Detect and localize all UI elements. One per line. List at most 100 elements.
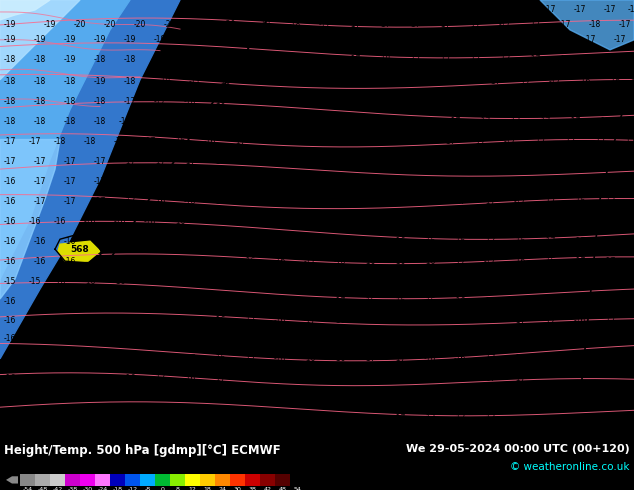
Text: -19: -19 — [184, 35, 196, 45]
Text: -16: -16 — [609, 77, 621, 86]
Text: -16: -16 — [124, 317, 136, 325]
Text: -16: -16 — [4, 237, 16, 245]
Text: -16: -16 — [154, 257, 166, 266]
Text: -16: -16 — [484, 317, 496, 325]
Text: -16: -16 — [184, 296, 196, 305]
Text: -17: -17 — [529, 55, 541, 64]
Text: 18: 18 — [204, 487, 211, 490]
Text: -17: -17 — [604, 5, 616, 15]
Text: -16: -16 — [628, 117, 634, 126]
Text: -17: -17 — [334, 414, 346, 423]
Text: -17: -17 — [514, 5, 526, 15]
Text: -16: -16 — [144, 276, 156, 286]
Text: -16: -16 — [214, 334, 226, 343]
Bar — [80, 474, 95, 486]
Text: -19: -19 — [34, 35, 46, 45]
Text: -17: -17 — [378, 21, 391, 29]
Text: -19: -19 — [124, 35, 136, 45]
Text: -17: -17 — [484, 97, 496, 106]
Text: -17: -17 — [364, 414, 376, 423]
Text: -17: -17 — [584, 35, 596, 45]
Text: -16: -16 — [274, 177, 286, 186]
Text: -17: -17 — [604, 354, 616, 363]
Text: -17: -17 — [544, 5, 556, 15]
Text: -17: -17 — [454, 257, 466, 266]
Text: -17: -17 — [529, 21, 541, 29]
Text: -17: -17 — [34, 177, 46, 186]
Text: -16: -16 — [424, 374, 436, 383]
Text: -18: -18 — [34, 117, 46, 126]
Text: -20: -20 — [224, 21, 236, 29]
Text: -16: -16 — [4, 414, 16, 423]
Text: -16: -16 — [4, 217, 16, 226]
Text: -17: -17 — [394, 354, 406, 363]
Text: -17: -17 — [484, 414, 496, 423]
Text: -16: -16 — [394, 334, 406, 343]
Text: -17: -17 — [559, 21, 571, 29]
Text: -17: -17 — [474, 137, 486, 146]
Text: -18: -18 — [124, 77, 136, 86]
Text: -17: -17 — [279, 77, 291, 86]
Text: -16: -16 — [304, 197, 316, 206]
Text: -17: -17 — [349, 21, 361, 29]
Text: -16: -16 — [364, 177, 376, 186]
Text: -16: -16 — [334, 257, 346, 266]
Text: -16: -16 — [4, 257, 16, 266]
Text: -16: -16 — [94, 414, 106, 423]
Text: -16: -16 — [304, 237, 316, 245]
Text: -16: -16 — [334, 334, 346, 343]
Text: -16: -16 — [29, 217, 41, 226]
Text: -17: -17 — [564, 276, 576, 286]
Text: -16: -16 — [364, 157, 376, 166]
Text: -17: -17 — [124, 177, 136, 186]
Text: -17: -17 — [544, 177, 556, 186]
Text: -16: -16 — [4, 354, 16, 363]
Text: -16: -16 — [214, 317, 226, 325]
Text: -24: -24 — [98, 487, 108, 490]
Text: © weatheronline.co.uk: © weatheronline.co.uk — [510, 462, 630, 472]
Text: -17: -17 — [484, 157, 496, 166]
Bar — [215, 474, 230, 486]
Text: -17: -17 — [314, 35, 326, 45]
Text: -17: -17 — [484, 296, 496, 305]
Text: -16: -16 — [64, 334, 76, 343]
Bar — [170, 474, 185, 486]
Text: -17: -17 — [424, 197, 436, 206]
Bar — [125, 474, 140, 486]
Text: -16: -16 — [184, 334, 196, 343]
Text: -18: -18 — [64, 77, 76, 86]
Text: -17: -17 — [289, 55, 301, 64]
Text: -16: -16 — [154, 394, 166, 403]
Text: -16: -16 — [384, 276, 396, 286]
Text: -17: -17 — [454, 5, 466, 15]
Text: -16: -16 — [544, 157, 556, 166]
Text: -16: -16 — [334, 317, 346, 325]
Text: -16: -16 — [94, 317, 106, 325]
Text: -16: -16 — [598, 117, 611, 126]
Text: -16: -16 — [454, 296, 466, 305]
Text: -16: -16 — [504, 276, 516, 286]
Text: -16: -16 — [244, 197, 256, 206]
Text: -16: -16 — [364, 296, 376, 305]
Text: -17: -17 — [184, 394, 196, 403]
Text: -16: -16 — [4, 197, 16, 206]
Text: -16: -16 — [94, 394, 106, 403]
Text: -16: -16 — [64, 414, 76, 423]
Text: -17: -17 — [484, 354, 496, 363]
Text: -16: -16 — [244, 157, 256, 166]
Text: -17: -17 — [569, 117, 581, 126]
Text: -16: -16 — [34, 354, 46, 363]
Text: -16: -16 — [34, 334, 46, 343]
Text: -17: -17 — [244, 354, 256, 363]
Text: -17: -17 — [499, 55, 511, 64]
Bar — [35, 474, 50, 486]
Text: -16: -16 — [174, 137, 186, 146]
Text: -16: -16 — [34, 374, 46, 383]
Text: -17: -17 — [64, 157, 76, 166]
Text: -17: -17 — [444, 217, 456, 226]
Text: -16: -16 — [619, 55, 631, 64]
Text: -17: -17 — [324, 217, 336, 226]
Polygon shape — [0, 0, 130, 279]
Text: -19: -19 — [44, 21, 56, 29]
Text: -18: -18 — [589, 21, 601, 29]
